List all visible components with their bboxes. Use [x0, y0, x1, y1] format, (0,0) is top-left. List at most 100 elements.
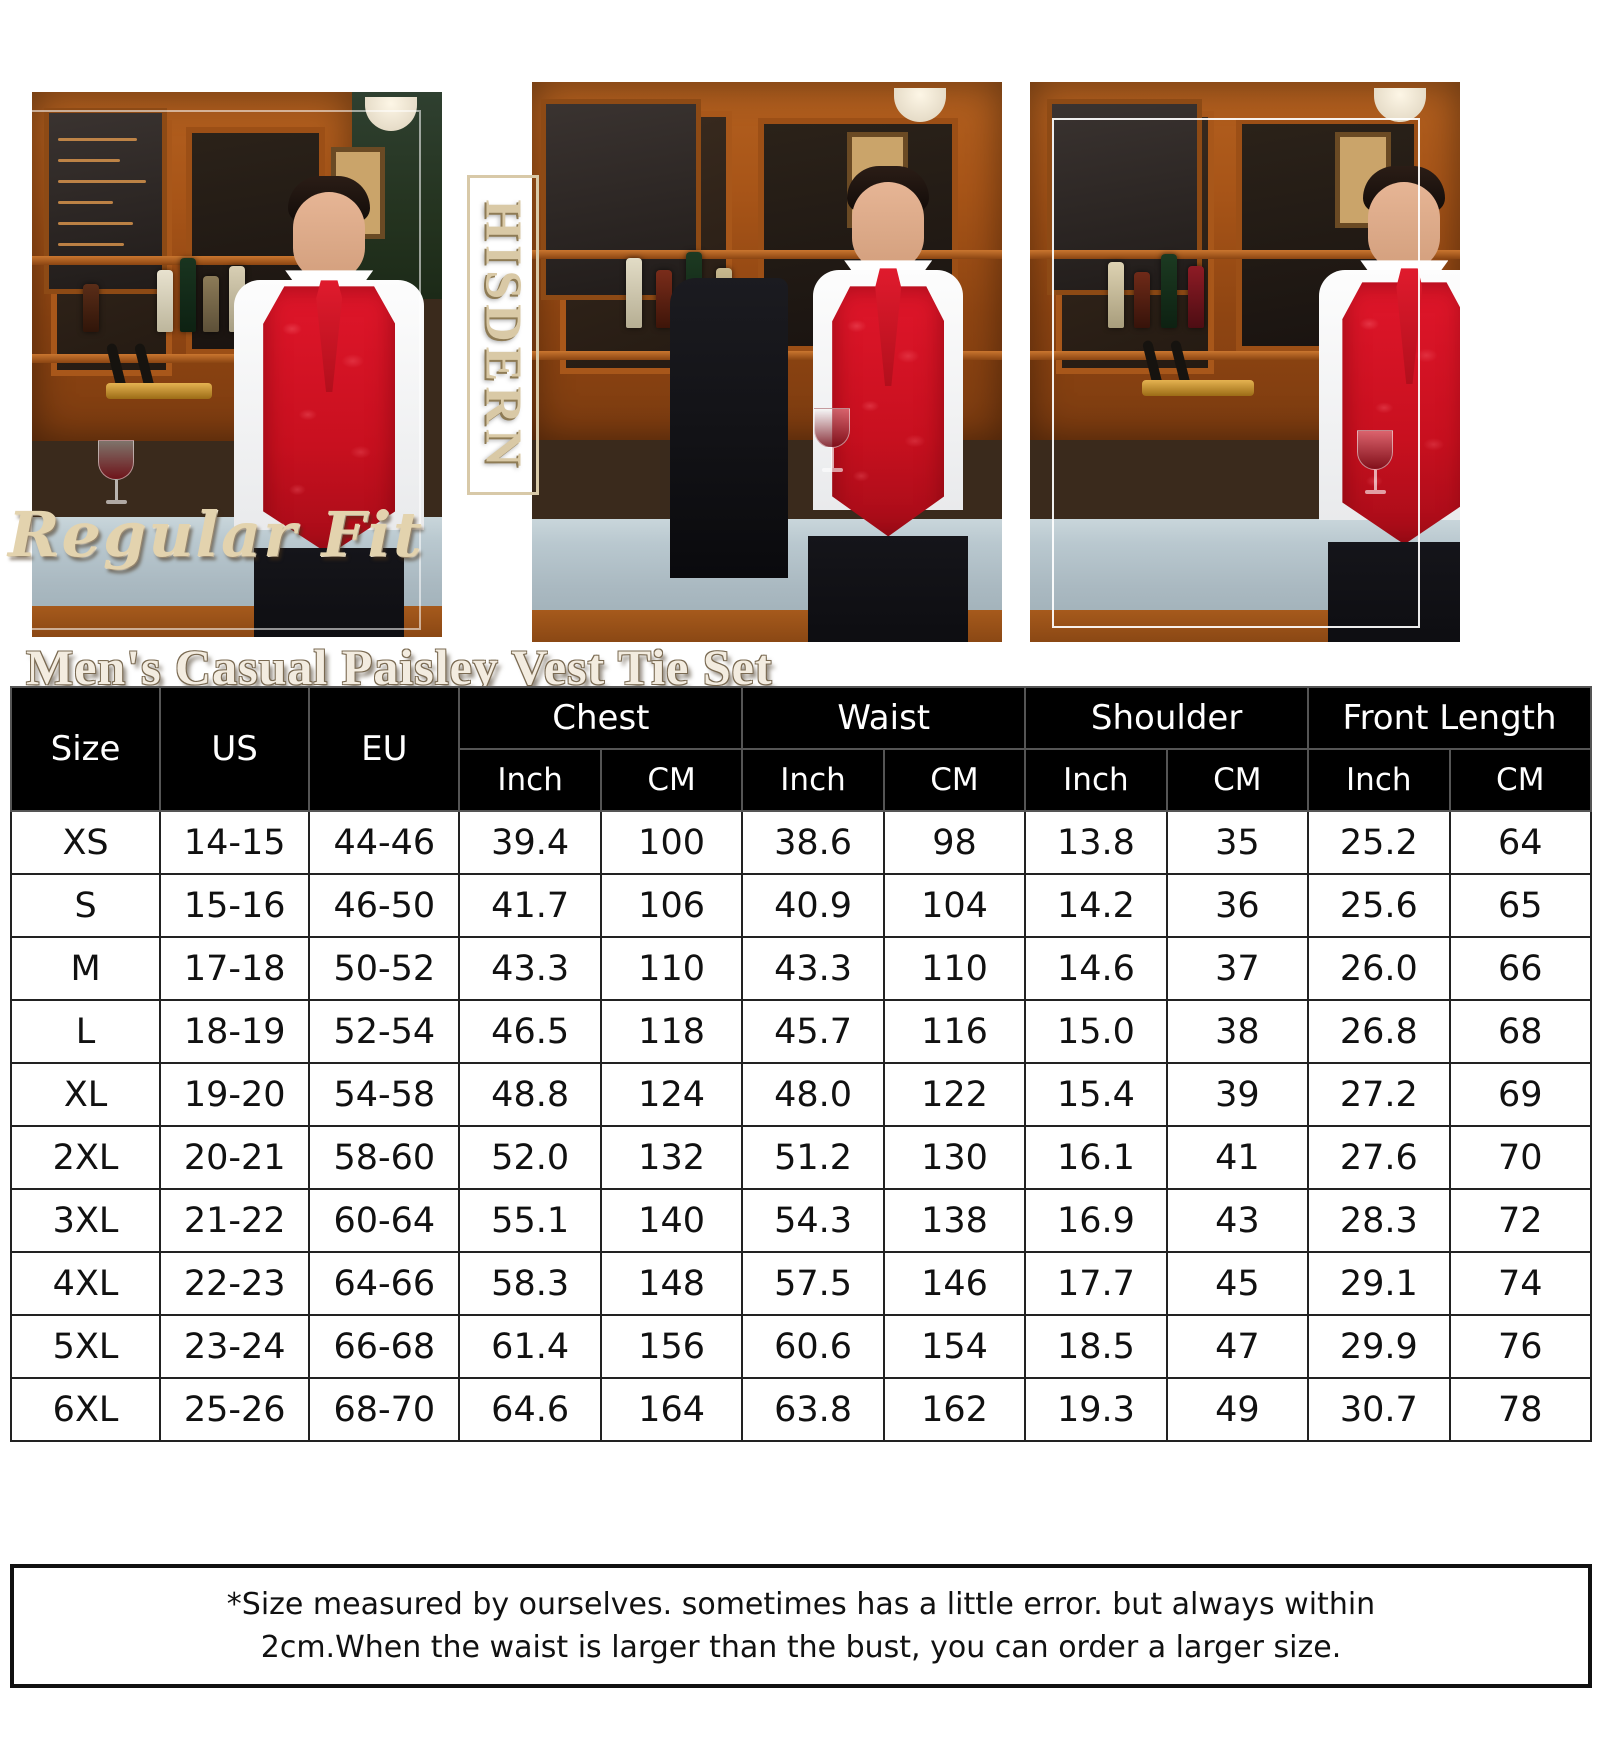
cell-value: 54-58 [308, 1062, 461, 1127]
table-row: S 15-16 46-50 41.7 106 40.9 104 14.2 36 25.6 65 [9, 873, 1592, 938]
cell-value: 29.9 [1307, 1314, 1451, 1379]
cell-value: 118 [599, 999, 744, 1064]
cell-value: 49 [1165, 1377, 1310, 1442]
cell-value: 41.7 [458, 873, 602, 938]
table-row: XL 19-20 54-58 48.8 124 48.0 122 15.4 39 27.2 69 [9, 1062, 1592, 1127]
cell-value: 64 [1448, 810, 1592, 875]
cell-value: 40.9 [741, 873, 885, 938]
cell-value: 25.2 [1307, 810, 1451, 875]
cell-size: XS [9, 810, 162, 875]
th-us: US [159, 686, 311, 812]
cell-value: 68-70 [308, 1377, 461, 1442]
th-chest: Chest [458, 686, 744, 750]
cell-size: 5XL [9, 1314, 162, 1379]
cell-value: 35 [1165, 810, 1310, 875]
cell-value: 27.2 [1307, 1062, 1451, 1127]
th-front-length-cm: CM [1448, 748, 1592, 812]
table-row: M 17-18 50-52 43.3 110 43.3 110 14.6 37 26.0 66 [9, 936, 1592, 1001]
cell-value: 38 [1165, 999, 1310, 1064]
th-waist-inch: Inch [741, 748, 885, 812]
cell-value: 100 [599, 810, 744, 875]
cell-size: 4XL [9, 1251, 162, 1316]
cell-value: 46-50 [308, 873, 461, 938]
cell-value: 55.1 [458, 1188, 602, 1253]
cell-value: 74 [1448, 1251, 1592, 1316]
cell-value: 48.8 [458, 1062, 602, 1127]
page-title: Men's Casual Paisley Vest Tie Set [26, 639, 773, 695]
cell-value: 45.7 [741, 999, 885, 1064]
cell-size: L [9, 999, 162, 1064]
cell-value: 106 [599, 873, 744, 938]
size-chart-table: Size US EU Chest Waist Shoulder Front Le… [9, 686, 1592, 1442]
cell-value: 60.6 [741, 1314, 885, 1379]
cell-value: 17.7 [1024, 1251, 1168, 1316]
cell-value: 110 [599, 936, 744, 1001]
cell-value: 130 [882, 1125, 1027, 1190]
cell-value: 70 [1448, 1125, 1592, 1190]
cell-value: 156 [599, 1314, 744, 1379]
cell-value: 21-22 [159, 1188, 311, 1253]
size-chart: Size US EU Chest Waist Shoulder Front Le… [9, 686, 1592, 1442]
cell-value: 29.1 [1307, 1251, 1451, 1316]
cell-value: 58.3 [458, 1251, 602, 1316]
cell-size: 3XL [9, 1188, 162, 1253]
cell-size: M [9, 936, 162, 1001]
cell-value: 98 [882, 810, 1027, 875]
cell-value: 60-64 [308, 1188, 461, 1253]
table-row: XS 14-15 44-46 39.4 100 38.6 98 13.8 35 25.2 64 [9, 810, 1592, 875]
cell-value: 72 [1448, 1188, 1592, 1253]
cell-value: 64.6 [458, 1377, 602, 1442]
cell-value: 41 [1165, 1125, 1310, 1190]
th-shoulder: Shoulder [1024, 686, 1310, 750]
cell-value: 43 [1165, 1188, 1310, 1253]
cell-value: 14-15 [159, 810, 311, 875]
table-row: 6XL 25-26 68-70 64.6 164 63.8 162 19.3 49 30.7 78 [9, 1377, 1592, 1442]
cell-value: 138 [882, 1188, 1027, 1253]
cell-value: 36 [1165, 873, 1310, 938]
cell-value: 26.0 [1307, 936, 1451, 1001]
cell-value: 43.3 [741, 936, 885, 1001]
cell-value: 47 [1165, 1314, 1310, 1379]
cell-value: 48.0 [741, 1062, 885, 1127]
cell-value: 50-52 [308, 936, 461, 1001]
cell-value: 66 [1448, 936, 1592, 1001]
th-front-length-inch: Inch [1307, 748, 1451, 812]
brand-logo-text: HISDERN [474, 199, 532, 471]
cell-value: 14.6 [1024, 936, 1168, 1001]
cell-value: 27.6 [1307, 1125, 1451, 1190]
cell-value: 58-60 [308, 1125, 461, 1190]
cell-value: 54.3 [741, 1188, 885, 1253]
cell-value: 39 [1165, 1062, 1310, 1127]
cell-size: XL [9, 1062, 162, 1127]
cell-value: 69 [1448, 1062, 1592, 1127]
cell-size: S [9, 873, 162, 938]
cell-value: 37 [1165, 936, 1310, 1001]
cell-value: 25-26 [159, 1377, 311, 1442]
cell-value: 26.8 [1307, 999, 1451, 1064]
size-chart-head: Size US EU Chest Waist Shoulder Front Le… [9, 686, 1592, 812]
th-chest-inch: Inch [458, 748, 602, 812]
product-photo-3 [1030, 82, 1460, 642]
measurement-note: *Size measured by ourselves. sometimes h… [10, 1564, 1592, 1688]
cell-value: 22-23 [159, 1251, 311, 1316]
cell-value: 16.1 [1024, 1125, 1168, 1190]
cell-size: 6XL [9, 1377, 162, 1442]
cell-value: 14.2 [1024, 873, 1168, 938]
cell-value: 148 [599, 1251, 744, 1316]
table-row: 3XL 21-22 60-64 55.1 140 54.3 138 16.9 43 28.3 72 [9, 1188, 1592, 1253]
cell-value: 13.8 [1024, 810, 1168, 875]
th-shoulder-cm: CM [1165, 748, 1310, 812]
cell-value: 30.7 [1307, 1377, 1451, 1442]
cell-value: 15-16 [159, 873, 311, 938]
hero-banner: HISDERN Regular Fit Men's Casual Paisley… [0, 0, 1600, 695]
cell-value: 61.4 [458, 1314, 602, 1379]
table-row: 2XL 20-21 58-60 52.0 132 51.2 130 16.1 41 27.6 70 [9, 1125, 1592, 1190]
cell-value: 140 [599, 1188, 744, 1253]
cell-value: 66-68 [308, 1314, 461, 1379]
th-waist-cm: CM [882, 748, 1027, 812]
note-line-2: 2cm.When the waist is larger than the bu… [260, 1630, 1342, 1665]
cell-value: 25.6 [1307, 873, 1451, 938]
th-eu: EU [308, 686, 461, 812]
cell-value: 17-18 [159, 936, 311, 1001]
cell-value: 45 [1165, 1251, 1310, 1316]
